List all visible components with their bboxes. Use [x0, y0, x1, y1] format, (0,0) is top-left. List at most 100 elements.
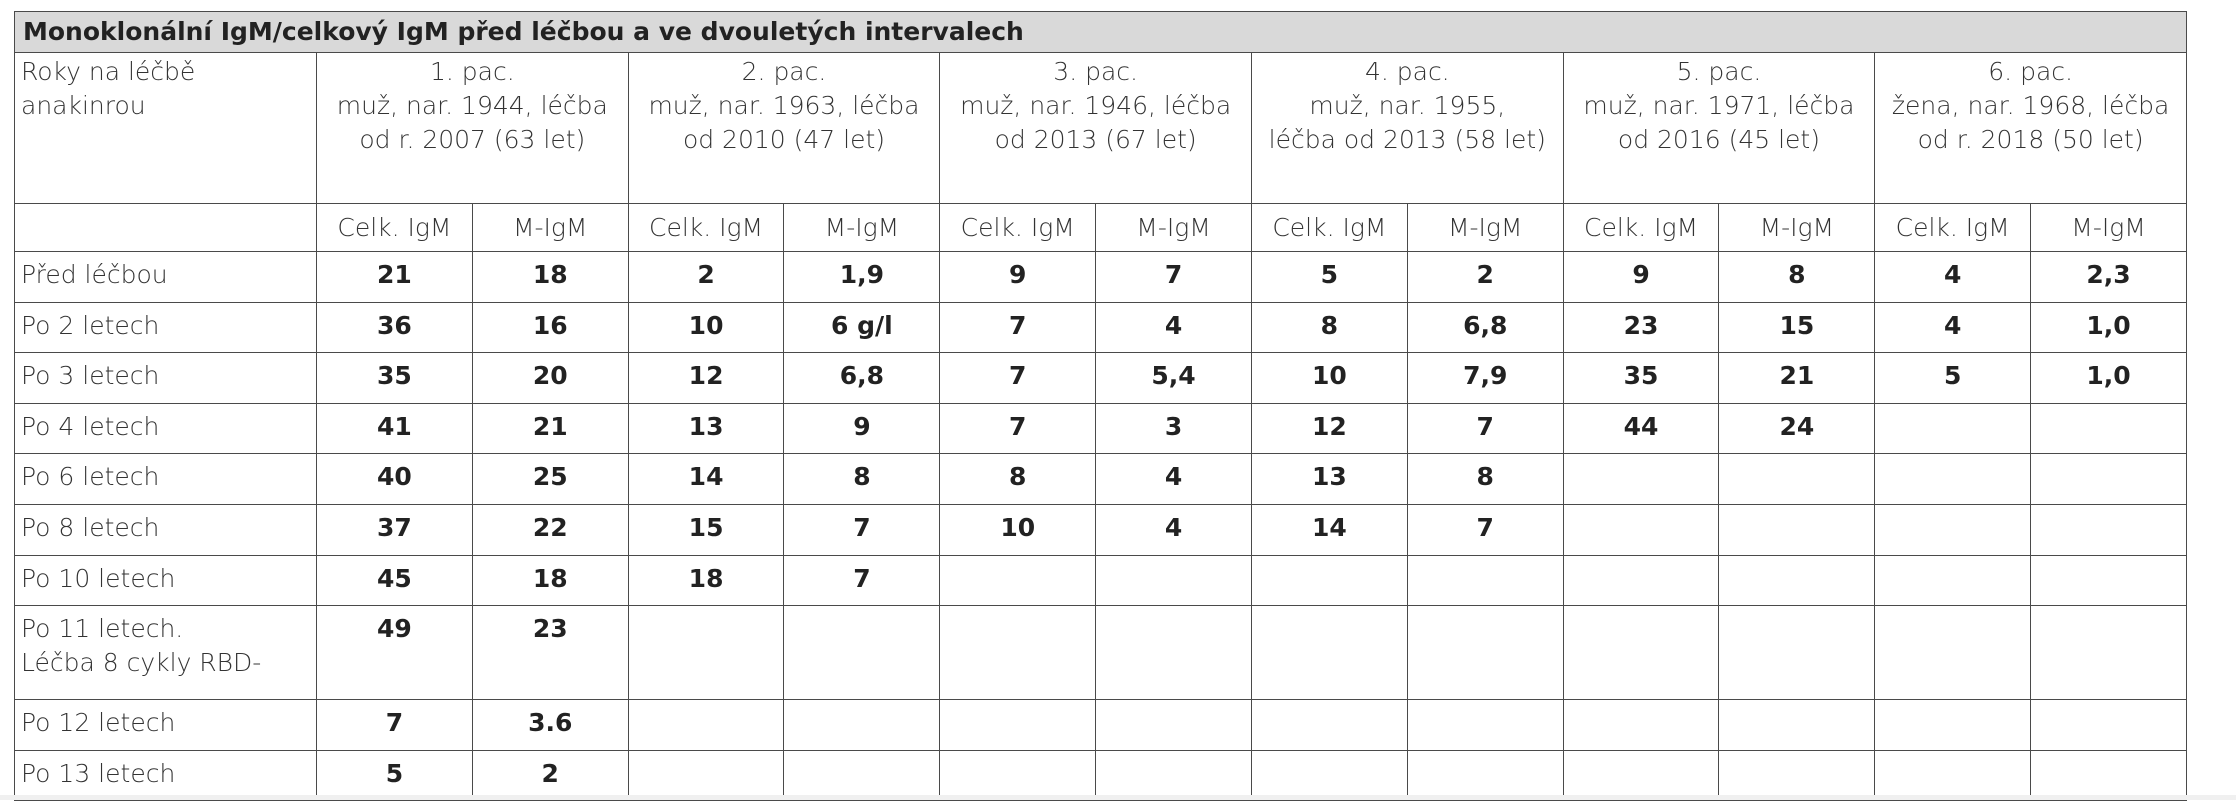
value-cell: 7	[783, 554, 941, 607]
subheader: Celk. IgM	[316, 203, 473, 252]
value-cell: 2	[1406, 251, 1564, 303]
value-cell	[2030, 749, 2187, 801]
cell-line: Po 3 letech	[21, 361, 160, 391]
value-cell: 9	[783, 402, 941, 455]
value-cell: 21	[471, 402, 629, 455]
value-cell: 9	[939, 251, 1097, 303]
value-cell	[1718, 749, 1876, 801]
patient-header: 2. pac. muž, nar. 1963, léčba od 2010 (47 …	[627, 52, 941, 204]
cell-line: 3. pac.	[1053, 57, 1138, 86]
cell-line: Před léčbou	[21, 260, 168, 289]
value-cell: 15	[1718, 301, 1876, 354]
patient-header: 3. pac. muž, nar. 1946, léčba od 2013 (67 …	[939, 52, 1252, 204]
cell-line: 6. pac.	[1988, 57, 2073, 86]
value-cell: 24	[1718, 402, 1876, 455]
cell-line: Roky na léčbě	[21, 57, 196, 86]
value-cell: 21	[316, 251, 473, 303]
subheader: M-IgM	[1095, 203, 1252, 252]
cell-line: 1. pac.	[429, 57, 515, 86]
value-cell: 5	[1874, 352, 2032, 404]
row-label: Před léčbou	[14, 251, 317, 303]
value-cell	[1718, 699, 1876, 751]
value-cell: 14	[627, 453, 785, 505]
value-cell	[2030, 453, 2187, 505]
cell-line: žena, nar. 1968, léčba	[1891, 91, 2170, 120]
subheader: Celk. IgM	[939, 203, 1097, 252]
value-cell	[1250, 605, 1408, 701]
value-cell	[1874, 605, 2032, 701]
value-cell: 8	[1250, 301, 1408, 354]
cell-line: od 2013 (67 let)	[994, 125, 1197, 154]
row-label: Po 2 letech	[14, 301, 317, 354]
subheader: M-IgM	[1406, 203, 1564, 252]
value-cell: 4	[1874, 251, 2032, 303]
value-cell: 7	[939, 402, 1097, 455]
data-row: Po 2 letech 36 16 10 6 g/l 7 4 8 6,8 23 15 4 1,0	[14, 301, 2187, 354]
cell-line: Po 8 letech	[21, 512, 160, 542]
value-cell	[939, 749, 1097, 801]
subheader: M-IgM	[783, 203, 941, 252]
value-cell	[2030, 699, 2187, 751]
value-cell	[1562, 749, 1720, 801]
subheader: Celk. IgM	[1874, 203, 2032, 252]
cell-line: 4. pac.	[1364, 57, 1450, 86]
value-cell: 16	[471, 301, 629, 354]
data-row: Po 3 letech 35 20 12 6,8 7 5,4 10 7,9 35 21 5 1,0	[14, 352, 2187, 404]
value-cell: 4	[1095, 301, 1252, 354]
value-cell	[1874, 453, 2032, 505]
corner-header: Roky na léčbě anakinrou	[14, 52, 317, 204]
data-row: Po 10 letech 45 18 18 7	[14, 554, 2187, 607]
cell-line: Po 11 letech.	[21, 614, 184, 644]
value-cell: 2,3	[2030, 251, 2187, 303]
value-cell: 22	[471, 503, 629, 556]
value-cell	[1095, 554, 1252, 607]
value-cell	[1095, 749, 1252, 801]
value-cell	[1874, 554, 2032, 607]
value-cell	[627, 605, 785, 701]
value-cell: 4	[1874, 301, 2032, 354]
row-label: Po 12 letech	[14, 699, 317, 751]
value-cell: 7	[316, 699, 473, 751]
value-cell	[939, 605, 1097, 701]
value-cell: 40	[316, 453, 473, 505]
value-cell	[2030, 554, 2187, 607]
patient-header: 6. pac. žena, nar. 1968, léčba od r. 2018 …	[1874, 52, 2187, 204]
value-cell: 7	[1095, 251, 1252, 303]
value-cell	[1718, 605, 1876, 701]
value-cell: 7	[1406, 503, 1564, 556]
subheader: Celk. IgM	[1250, 203, 1408, 252]
value-cell: 37	[316, 503, 473, 556]
value-cell: 8	[1718, 251, 1876, 303]
cell-line: anakinrou	[21, 91, 146, 120]
value-cell: 1,0	[2030, 301, 2187, 354]
value-cell: 35	[1562, 352, 1720, 404]
value-cell	[783, 605, 941, 701]
empty-cell	[14, 203, 317, 252]
data-row: Po 11 letech. Léčba 8 cykly RBD- 49 23	[14, 605, 2187, 701]
value-cell: 21	[1718, 352, 1876, 404]
cell-line: muž, nar. 1946, léčba	[960, 91, 1232, 120]
row-label: Po 10 letech	[14, 554, 317, 607]
row-label: Po 8 letech	[14, 503, 317, 556]
value-cell	[1562, 605, 1720, 701]
subheader-row: Celk. IgM M-IgM Celk. IgM M-IgM Celk. IgM M-I…	[14, 203, 2187, 252]
patient-header: 5. pac. muž, nar. 1971, léčba od 2016 (45 …	[1562, 52, 1876, 204]
cell-line: muž, nar. 1955,	[1309, 91, 1506, 120]
value-cell	[627, 699, 785, 751]
value-cell: 3.6	[471, 699, 629, 751]
title-row: Monoklonální IgM/celkový IgM před léčbou…	[14, 11, 2187, 53]
value-cell	[1718, 453, 1876, 505]
value-cell: 15	[627, 503, 785, 556]
value-cell	[1718, 554, 1876, 607]
value-cell	[627, 749, 785, 801]
value-cell	[1250, 699, 1408, 751]
value-cell: 1,9	[783, 251, 941, 303]
value-cell	[1406, 605, 1564, 701]
cell-line: od 2016 (45 let)	[1617, 125, 1820, 154]
value-cell	[1250, 554, 1408, 607]
value-cell	[1874, 749, 2032, 801]
value-cell	[939, 699, 1097, 751]
value-cell: 13	[1250, 453, 1408, 505]
value-cell: 23	[471, 605, 629, 701]
